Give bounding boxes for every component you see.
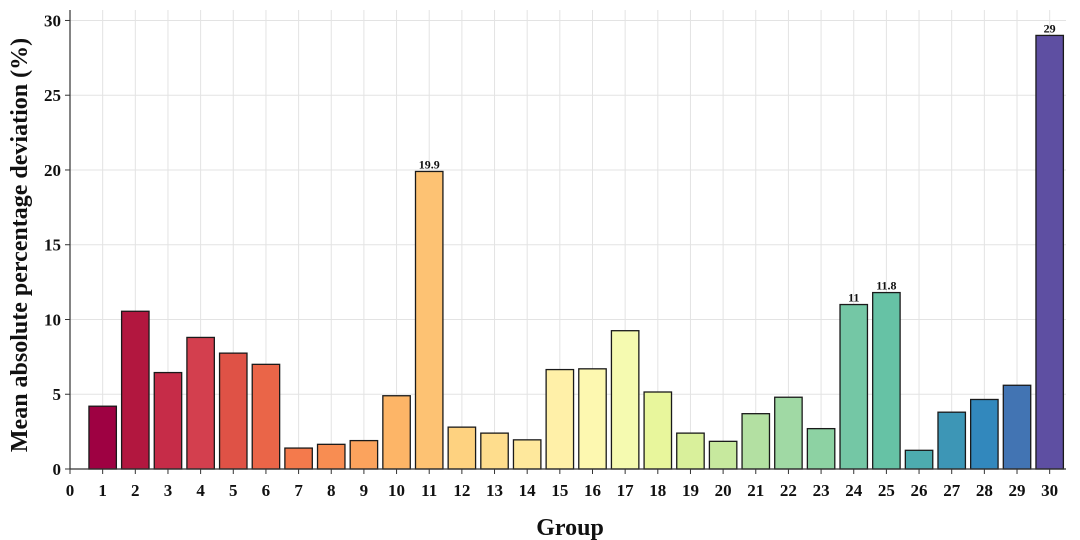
x-tick-label: 21 (747, 481, 764, 500)
x-tick-label: 14 (519, 481, 537, 500)
x-tick-label: 9 (360, 481, 369, 500)
bar-group-13 (480, 432, 509, 470)
x-tick-label: 3 (164, 481, 173, 500)
bar-group-6 (251, 363, 281, 470)
x-tick-label: 5 (229, 481, 238, 500)
data-label: 11.8 (876, 279, 896, 293)
y-tick-label: 0 (53, 460, 62, 479)
x-tick-label: 10 (388, 481, 405, 500)
x-tick-label: 13 (486, 481, 503, 500)
bar-group-2 (120, 310, 150, 470)
x-tick-label: 25 (878, 481, 895, 500)
data-labels: 19.9 11 11.8 29 (419, 21, 1056, 304)
bar-group-23 (806, 427, 836, 470)
bar-group-16 (578, 368, 607, 470)
bar-group-21 (741, 413, 771, 470)
x-tick-label: 0 (66, 481, 75, 500)
x-tick-label: 30 (1041, 481, 1058, 500)
bar-group-3 (153, 371, 183, 470)
bar-group-20 (708, 440, 738, 470)
y-tick-label: 10 (44, 310, 61, 329)
x-tick-label: 11 (421, 481, 437, 500)
x-tick-label: 15 (551, 481, 568, 500)
y-tick-label: 20 (44, 161, 61, 180)
x-tick-label: 24 (845, 481, 863, 500)
data-label: 19.9 (419, 157, 440, 171)
y-tick-label: 25 (44, 86, 61, 105)
bar-group-14 (512, 439, 542, 470)
bar-group-5 (218, 352, 248, 470)
bar-group-30 (1035, 34, 1065, 470)
x-tick-label: 19 (682, 481, 699, 500)
x-tick-label: 17 (617, 481, 635, 500)
x-tick-label: 12 (453, 481, 470, 500)
x-tick-label: 27 (943, 481, 961, 500)
bar-group-7 (284, 447, 313, 470)
x-tick-label: 26 (911, 481, 928, 500)
y-tick-label: 5 (53, 385, 62, 404)
bar-group-27 (937, 411, 967, 470)
axes: 0 1 2 3 4 5 6 7 8 9 10 11 12 13 14 15 16 17 18 19 20 21 22 23 24… (44, 10, 1066, 500)
x-axis-title: Group (536, 515, 604, 540)
x-tick-label: 20 (715, 481, 732, 500)
bar-group-1 (88, 405, 118, 470)
bar-group-19 (676, 432, 705, 470)
x-tick-label: 6 (262, 481, 271, 500)
bar-group-25 (872, 291, 901, 470)
bar-group-10 (382, 395, 411, 470)
bar-group-22 (774, 396, 803, 470)
data-label: 29 (1044, 21, 1056, 35)
bar-group-9 (349, 439, 379, 470)
y-tick-label: 15 (44, 236, 61, 255)
bars (88, 34, 1065, 470)
gridlines (69, 10, 1066, 470)
y-tick-label: 30 (44, 11, 61, 30)
x-tick-label: 18 (649, 481, 666, 500)
bar-group-17 (610, 330, 640, 470)
x-tick-label: 22 (780, 481, 797, 500)
bar-group-28 (969, 398, 999, 470)
x-tick-label: 23 (813, 481, 830, 500)
bar-group-8 (316, 443, 346, 470)
y-axis-title: Mean absolute percentage deviation (%) (7, 38, 33, 452)
bar-group-29 (1002, 384, 1032, 470)
x-tick-label: 28 (976, 481, 993, 500)
bar-group-26 (904, 449, 934, 470)
bar-group-12 (447, 426, 477, 470)
x-tick-label: 4 (196, 481, 205, 500)
x-tick-label: 7 (294, 481, 303, 500)
x-tick-label: 8 (327, 481, 336, 500)
bar-group-11 (414, 170, 444, 470)
bar-group-24 (839, 303, 869, 470)
bar-group-4 (186, 336, 215, 470)
bar-group-15 (545, 368, 575, 470)
data-label: 11 (848, 291, 859, 305)
bar-group-18 (643, 391, 673, 470)
x-tick-label: 1 (98, 481, 107, 500)
x-tick-label: 29 (1009, 481, 1026, 500)
x-tick-label: 2 (131, 481, 140, 500)
x-tick-label: 16 (584, 481, 601, 500)
